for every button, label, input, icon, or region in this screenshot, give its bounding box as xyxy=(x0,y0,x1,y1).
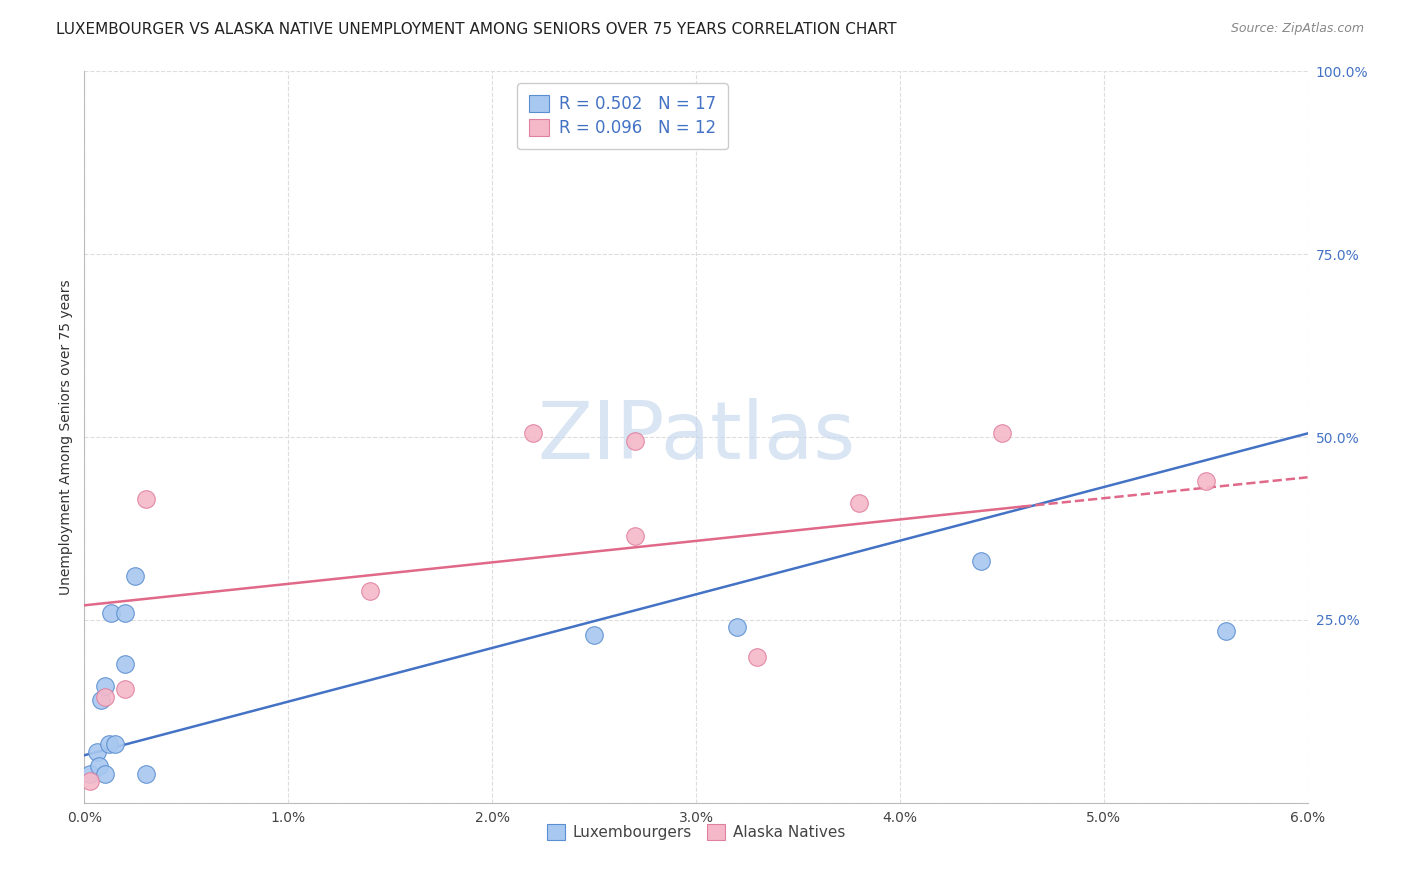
Point xyxy=(970,554,993,568)
Point xyxy=(100,606,122,620)
Point xyxy=(124,569,146,583)
Point xyxy=(1215,624,1237,638)
Point xyxy=(522,426,544,441)
Point xyxy=(104,737,127,751)
Point xyxy=(991,426,1014,441)
Point xyxy=(135,492,157,507)
Point xyxy=(79,773,101,788)
Point xyxy=(87,759,110,773)
Point xyxy=(90,693,112,707)
Point xyxy=(1195,474,1218,488)
Point xyxy=(114,682,136,697)
Point xyxy=(79,766,101,780)
Point xyxy=(359,583,381,598)
Point xyxy=(114,606,136,620)
Legend: Luxembourgers, Alaska Natives: Luxembourgers, Alaska Natives xyxy=(540,818,852,847)
Point xyxy=(86,745,108,759)
Point xyxy=(114,657,136,671)
Text: ZIPatlas: ZIPatlas xyxy=(537,398,855,476)
Point xyxy=(93,766,117,780)
Point xyxy=(97,737,120,751)
Point xyxy=(583,627,606,641)
Point xyxy=(848,496,870,510)
Point xyxy=(624,529,647,543)
Point xyxy=(93,690,117,704)
Point xyxy=(93,679,117,693)
Text: Source: ZipAtlas.com: Source: ZipAtlas.com xyxy=(1230,22,1364,36)
Point xyxy=(725,620,748,634)
Point xyxy=(624,434,647,448)
Point xyxy=(135,766,157,780)
Text: LUXEMBOURGER VS ALASKA NATIVE UNEMPLOYMENT AMONG SENIORS OVER 75 YEARS CORRELATI: LUXEMBOURGER VS ALASKA NATIVE UNEMPLOYME… xyxy=(56,22,897,37)
Y-axis label: Unemployment Among Seniors over 75 years: Unemployment Among Seniors over 75 years xyxy=(59,279,73,595)
Point xyxy=(747,649,769,664)
